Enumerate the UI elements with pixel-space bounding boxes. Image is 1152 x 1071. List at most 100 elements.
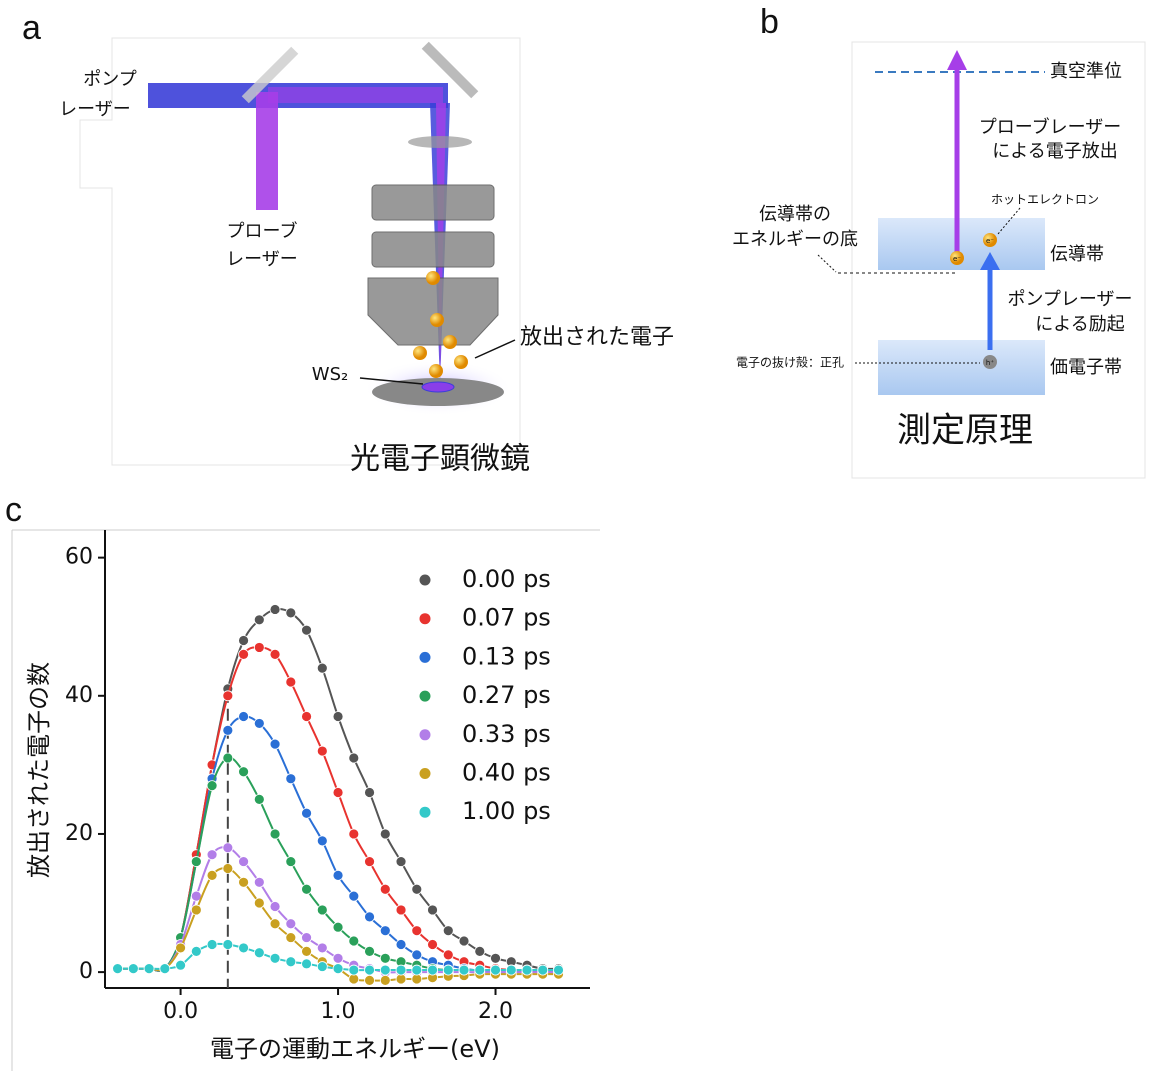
data-point xyxy=(239,877,249,887)
data-point xyxy=(475,965,485,975)
data-point xyxy=(380,975,390,985)
data-point xyxy=(286,677,296,687)
y-tick-label: 40 xyxy=(65,683,93,708)
data-point xyxy=(380,829,390,839)
data-point xyxy=(191,905,201,915)
data-point xyxy=(522,965,532,975)
legend-label: 0.00 ps xyxy=(462,565,551,593)
data-point xyxy=(412,950,422,960)
data-point xyxy=(349,829,359,839)
legend-marker xyxy=(420,729,431,740)
data-point xyxy=(223,725,233,735)
data-point xyxy=(380,926,390,936)
data-point xyxy=(412,926,422,936)
data-point xyxy=(333,964,343,974)
data-point xyxy=(349,965,359,975)
electron-label: e⁻ xyxy=(953,255,961,263)
data-point xyxy=(380,953,390,963)
label: プローブレーザー xyxy=(979,116,1122,138)
x-axis-label: 電子の運動エネルギー(eV) xyxy=(210,1035,500,1063)
data-point xyxy=(176,943,186,953)
legend-label: 1.00 ps xyxy=(462,797,551,825)
data-point xyxy=(317,746,327,756)
legend-marker xyxy=(420,691,431,702)
data-point xyxy=(223,863,233,873)
data-point xyxy=(254,898,264,908)
legend-marker xyxy=(420,652,431,663)
label: 伝導帯 xyxy=(1050,244,1104,265)
data-point xyxy=(443,926,453,936)
data-point xyxy=(317,836,327,846)
data-point xyxy=(506,965,516,975)
y-tick-label: 60 xyxy=(65,545,93,570)
legend-marker xyxy=(420,575,431,586)
data-point xyxy=(349,753,359,763)
panel-b: b 真空準位 e⁻ e⁻ h⁺ プローブレーザー による電子放出 ホットエレクト… xyxy=(732,3,1145,478)
data-point xyxy=(428,905,438,915)
data-point xyxy=(365,788,375,798)
data-point xyxy=(317,962,327,972)
data-point xyxy=(239,636,249,646)
data-point xyxy=(270,953,280,963)
data-point xyxy=(191,857,201,867)
legend-marker xyxy=(420,768,431,779)
legend-marker xyxy=(420,613,431,624)
data-point xyxy=(443,965,453,975)
data-point xyxy=(254,718,264,728)
data-point xyxy=(113,964,123,974)
data-point xyxy=(333,953,343,963)
legend-label: 0.33 ps xyxy=(462,720,551,748)
data-point xyxy=(349,936,359,946)
data-point xyxy=(412,965,422,975)
data-point xyxy=(270,901,280,911)
data-point xyxy=(302,946,312,956)
data-point xyxy=(223,939,233,949)
y-tick-label: 0 xyxy=(79,959,93,984)
data-point xyxy=(239,712,249,722)
x-tick-label: 1.0 xyxy=(321,999,356,1024)
legend-marker xyxy=(420,807,431,818)
data-point xyxy=(365,946,375,956)
data-point xyxy=(349,974,359,984)
data-point xyxy=(380,965,390,975)
data-point xyxy=(412,884,422,894)
x-tick-label: 2.0 xyxy=(478,999,513,1024)
data-point xyxy=(286,919,296,929)
data-point xyxy=(144,964,154,974)
caption: 測定原理 xyxy=(897,411,1033,451)
label: ポンプ xyxy=(83,69,136,90)
data-point xyxy=(302,712,312,722)
data-point xyxy=(239,767,249,777)
legend-label: 0.13 ps xyxy=(462,642,551,670)
data-point xyxy=(333,788,343,798)
label: WS₂ xyxy=(312,364,348,385)
data-point xyxy=(396,857,406,867)
data-point xyxy=(396,965,406,975)
data-point xyxy=(459,965,469,975)
data-point xyxy=(538,965,548,975)
label: 伝導帯の xyxy=(759,204,831,225)
data-point xyxy=(412,974,422,984)
data-point xyxy=(365,912,375,922)
data-point xyxy=(254,948,264,958)
sample xyxy=(422,382,454,392)
data-point xyxy=(396,974,406,984)
data-point xyxy=(443,950,453,960)
data-point xyxy=(302,884,312,894)
data-point xyxy=(270,649,280,659)
data-point xyxy=(223,691,233,701)
data-point xyxy=(365,965,375,975)
probe-beam xyxy=(256,92,278,210)
data-point xyxy=(239,857,249,867)
data-point xyxy=(191,946,201,956)
data-point xyxy=(223,843,233,853)
probe-arrow-head xyxy=(947,50,967,70)
data-point xyxy=(239,943,249,953)
data-point xyxy=(302,625,312,635)
data-point xyxy=(459,936,469,946)
data-point xyxy=(491,965,501,975)
hole-label: h⁺ xyxy=(986,359,994,367)
label: ポンプレーザー xyxy=(1007,289,1132,310)
data-point xyxy=(428,939,438,949)
lens xyxy=(408,136,472,148)
